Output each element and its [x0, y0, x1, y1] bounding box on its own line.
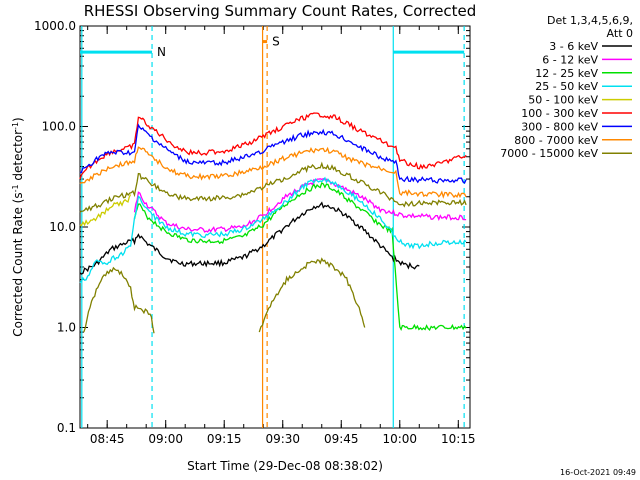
series-line	[133, 177, 467, 233]
legend-label: 800 - 7000 keV	[514, 134, 598, 147]
y-tick-label: 1.0	[57, 321, 76, 335]
series-line	[79, 112, 467, 180]
legend-label: 100 - 300 keV	[521, 107, 598, 120]
legend-header: Det 1,3,4,5,6,9,	[547, 14, 633, 27]
x-tick-label: 08:45	[90, 432, 125, 446]
series-line	[79, 161, 467, 213]
x-axis-label: Start Time (29-Dec-08 08:38:02)	[187, 459, 383, 473]
legend-label: 6 - 12 keV	[542, 53, 598, 66]
legend-label: 50 - 100 keV	[528, 94, 598, 107]
legend-label: 7000 - 15000 keV	[500, 147, 598, 160]
x-ticks: 08:45 09:00 09:15 09:30 09:45 10:00 10:15	[87, 26, 476, 446]
plot-frame	[79, 25, 471, 429]
plot-axes	[79, 25, 471, 429]
x-tick-label: 09:45	[324, 432, 359, 446]
x-tick-label: 09:00	[148, 432, 183, 446]
series-line	[258, 257, 366, 333]
y-label-prefix: Corrected Count Rate (s	[11, 192, 25, 336]
timestamp: 16-Oct-2021 09:49	[560, 468, 636, 477]
x-tick-label: 09:15	[207, 432, 242, 446]
attenuator-annotations: NS	[80, 35, 465, 59]
y-ticks: 0.1 1.0 10.0 100.0 1000.0	[34, 19, 470, 435]
y-tick-label: 100.0	[42, 120, 76, 134]
series-line	[79, 146, 467, 199]
annotation-label: N	[157, 45, 166, 59]
series-line	[79, 123, 467, 184]
y-label-mid: detector	[11, 130, 25, 185]
y-tick-label: 10.0	[49, 220, 76, 234]
y-label-suffix: )	[11, 117, 25, 122]
series-group	[79, 112, 467, 334]
legend-label: 300 - 800 keV	[521, 120, 598, 133]
series-line	[83, 266, 155, 334]
series-line	[133, 182, 467, 332]
legend-label: 3 - 6 keV	[549, 40, 598, 53]
series-line	[79, 176, 467, 284]
x-tick-label: 10:15	[441, 432, 476, 446]
y-tick-label: 0.1	[57, 421, 76, 435]
y-label-sup2: -1	[11, 122, 20, 130]
y-tick-label: 1000.0	[34, 19, 76, 33]
chart-title: RHESSI Observing Summary Count Rates, Co…	[84, 2, 477, 20]
series-line	[79, 194, 132, 227]
legend-header: Att 0	[607, 27, 633, 40]
legend-label: 25 - 50 keV	[535, 80, 598, 93]
y-label-sup: -1	[11, 184, 20, 192]
legend-label: 12 - 25 keV	[535, 67, 598, 80]
annotation-label: S	[272, 35, 280, 49]
vertical-markers	[81, 26, 465, 428]
series-line	[79, 201, 420, 275]
y-axis-label: Corrected Count Rate (s-1 detector-1)	[11, 117, 26, 336]
x-tick-label: 10:00	[382, 432, 417, 446]
x-tick-label: 09:30	[265, 432, 300, 446]
